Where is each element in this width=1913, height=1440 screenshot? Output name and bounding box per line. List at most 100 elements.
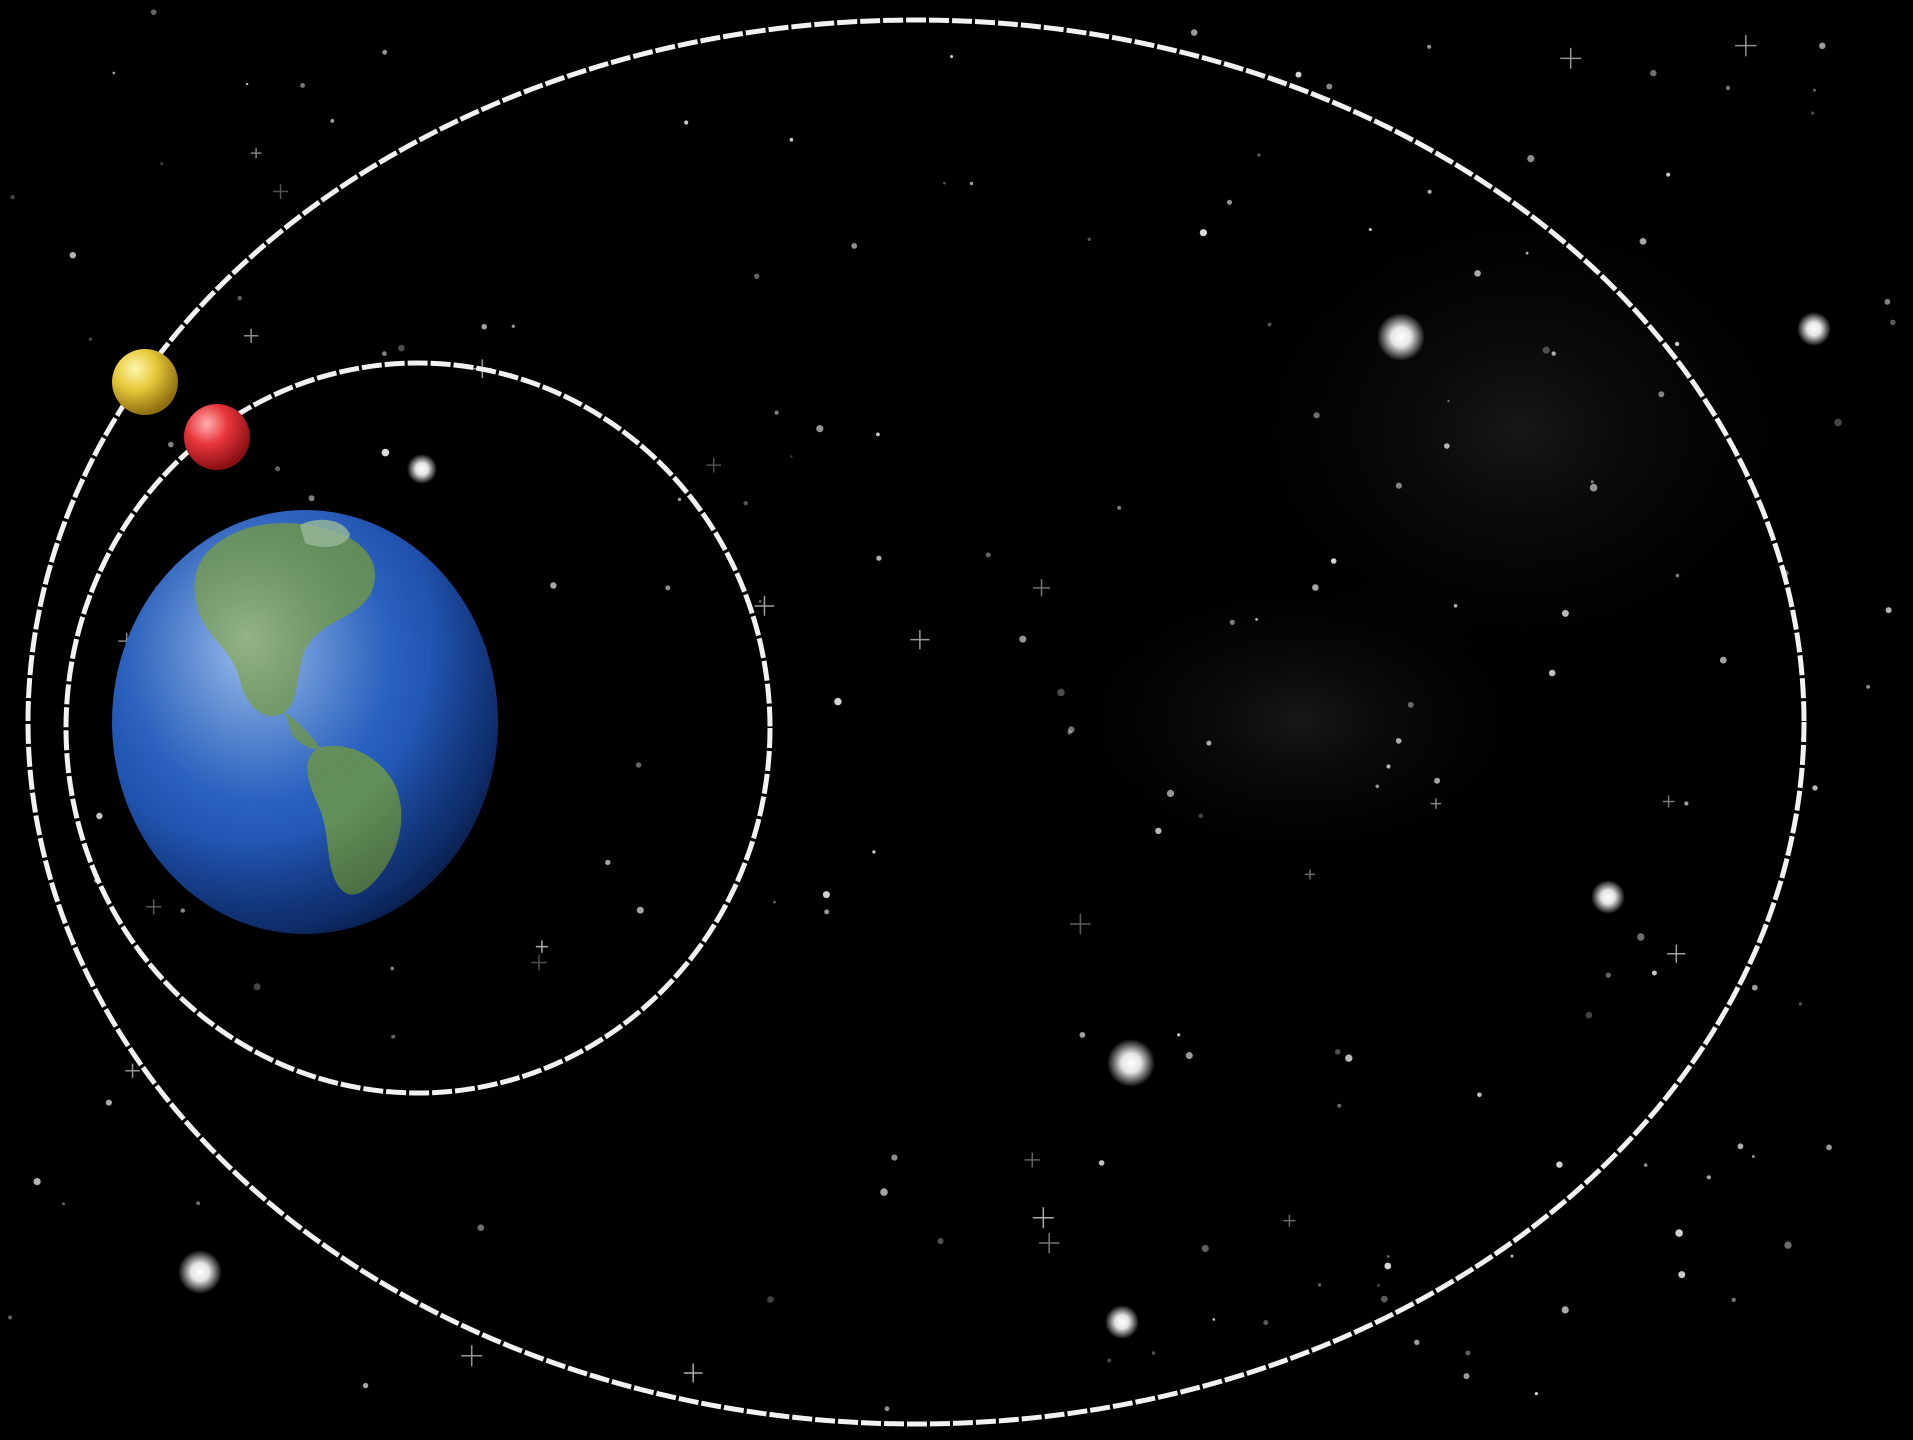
star bbox=[985, 552, 991, 558]
star bbox=[943, 181, 946, 185]
star bbox=[481, 323, 488, 330]
bright-star bbox=[1107, 1039, 1155, 1087]
star bbox=[1810, 111, 1815, 115]
star bbox=[605, 859, 611, 866]
star bbox=[1719, 656, 1727, 664]
star-sparkle bbox=[243, 328, 259, 343]
star-sparkle bbox=[1662, 795, 1675, 808]
star bbox=[1330, 558, 1337, 564]
star bbox=[834, 697, 842, 706]
star bbox=[1548, 669, 1556, 677]
star-sparkle bbox=[273, 184, 288, 199]
star bbox=[1784, 1241, 1792, 1249]
star bbox=[1206, 740, 1212, 746]
star bbox=[743, 501, 748, 506]
star bbox=[1414, 1339, 1420, 1346]
star bbox=[150, 9, 157, 15]
star bbox=[1885, 607, 1892, 614]
star bbox=[1666, 172, 1671, 177]
star bbox=[1585, 1011, 1593, 1019]
star bbox=[790, 455, 793, 458]
star bbox=[1651, 970, 1657, 976]
star bbox=[1590, 480, 1594, 484]
star bbox=[1057, 688, 1065, 697]
star bbox=[1813, 88, 1816, 92]
star bbox=[308, 495, 315, 502]
star bbox=[1658, 391, 1665, 398]
star bbox=[1510, 1254, 1514, 1258]
star bbox=[196, 1201, 201, 1206]
star bbox=[1377, 1284, 1380, 1287]
star bbox=[816, 425, 824, 433]
star bbox=[550, 582, 557, 589]
star-sparkle bbox=[1283, 1214, 1296, 1227]
star bbox=[362, 1382, 369, 1389]
star-sparkle bbox=[754, 596, 775, 616]
star bbox=[382, 49, 388, 55]
star-sparkle bbox=[1024, 1152, 1040, 1168]
star-sparkle bbox=[1032, 1207, 1054, 1229]
star bbox=[1884, 298, 1891, 305]
star bbox=[1812, 785, 1818, 791]
star bbox=[636, 906, 644, 914]
star bbox=[1263, 1320, 1269, 1326]
star bbox=[789, 137, 794, 142]
star bbox=[1605, 972, 1612, 978]
star bbox=[1117, 505, 1122, 510]
nebula-haze bbox=[1200, 170, 1840, 690]
star bbox=[1334, 1049, 1341, 1055]
star bbox=[245, 82, 249, 86]
star bbox=[330, 119, 335, 123]
star bbox=[937, 1238, 944, 1245]
star bbox=[876, 555, 882, 561]
star bbox=[1737, 1143, 1744, 1150]
star-sparkle bbox=[1735, 34, 1757, 57]
star bbox=[1229, 619, 1235, 625]
star bbox=[1463, 1373, 1470, 1380]
star bbox=[1384, 1262, 1392, 1270]
star bbox=[1798, 1002, 1803, 1006]
star bbox=[1198, 813, 1204, 819]
star bbox=[1407, 701, 1414, 708]
star bbox=[105, 1099, 112, 1106]
star bbox=[665, 585, 671, 591]
bright-star bbox=[178, 1250, 222, 1294]
star bbox=[1434, 777, 1441, 784]
star bbox=[1166, 789, 1175, 798]
star bbox=[1637, 933, 1645, 941]
star bbox=[381, 448, 390, 457]
star bbox=[773, 900, 776, 904]
star bbox=[253, 983, 261, 991]
star bbox=[112, 71, 116, 75]
star bbox=[1834, 418, 1842, 427]
star bbox=[1866, 685, 1871, 689]
star bbox=[1751, 1155, 1755, 1158]
star bbox=[10, 195, 15, 200]
star bbox=[872, 850, 876, 854]
star bbox=[880, 1188, 888, 1196]
star bbox=[1751, 984, 1758, 991]
star bbox=[391, 1034, 396, 1039]
star bbox=[1317, 1283, 1322, 1287]
star bbox=[884, 1406, 890, 1412]
bright-star bbox=[1591, 880, 1625, 914]
star-sparkle bbox=[1070, 913, 1091, 935]
star bbox=[1257, 153, 1261, 157]
star bbox=[88, 337, 93, 341]
star bbox=[1067, 730, 1072, 735]
star bbox=[635, 762, 642, 768]
star-sparkle bbox=[1560, 47, 1582, 69]
star-sparkle bbox=[1304, 869, 1316, 880]
star bbox=[1395, 482, 1402, 489]
star bbox=[300, 83, 305, 88]
star bbox=[1551, 351, 1556, 356]
star bbox=[969, 181, 974, 186]
star bbox=[1107, 1358, 1112, 1363]
star bbox=[1326, 83, 1333, 90]
star-sparkle bbox=[1039, 1232, 1060, 1254]
star bbox=[1212, 1318, 1216, 1321]
star bbox=[1199, 229, 1207, 237]
star bbox=[1267, 322, 1272, 327]
star-sparkle bbox=[146, 899, 162, 915]
star bbox=[1079, 1032, 1086, 1038]
